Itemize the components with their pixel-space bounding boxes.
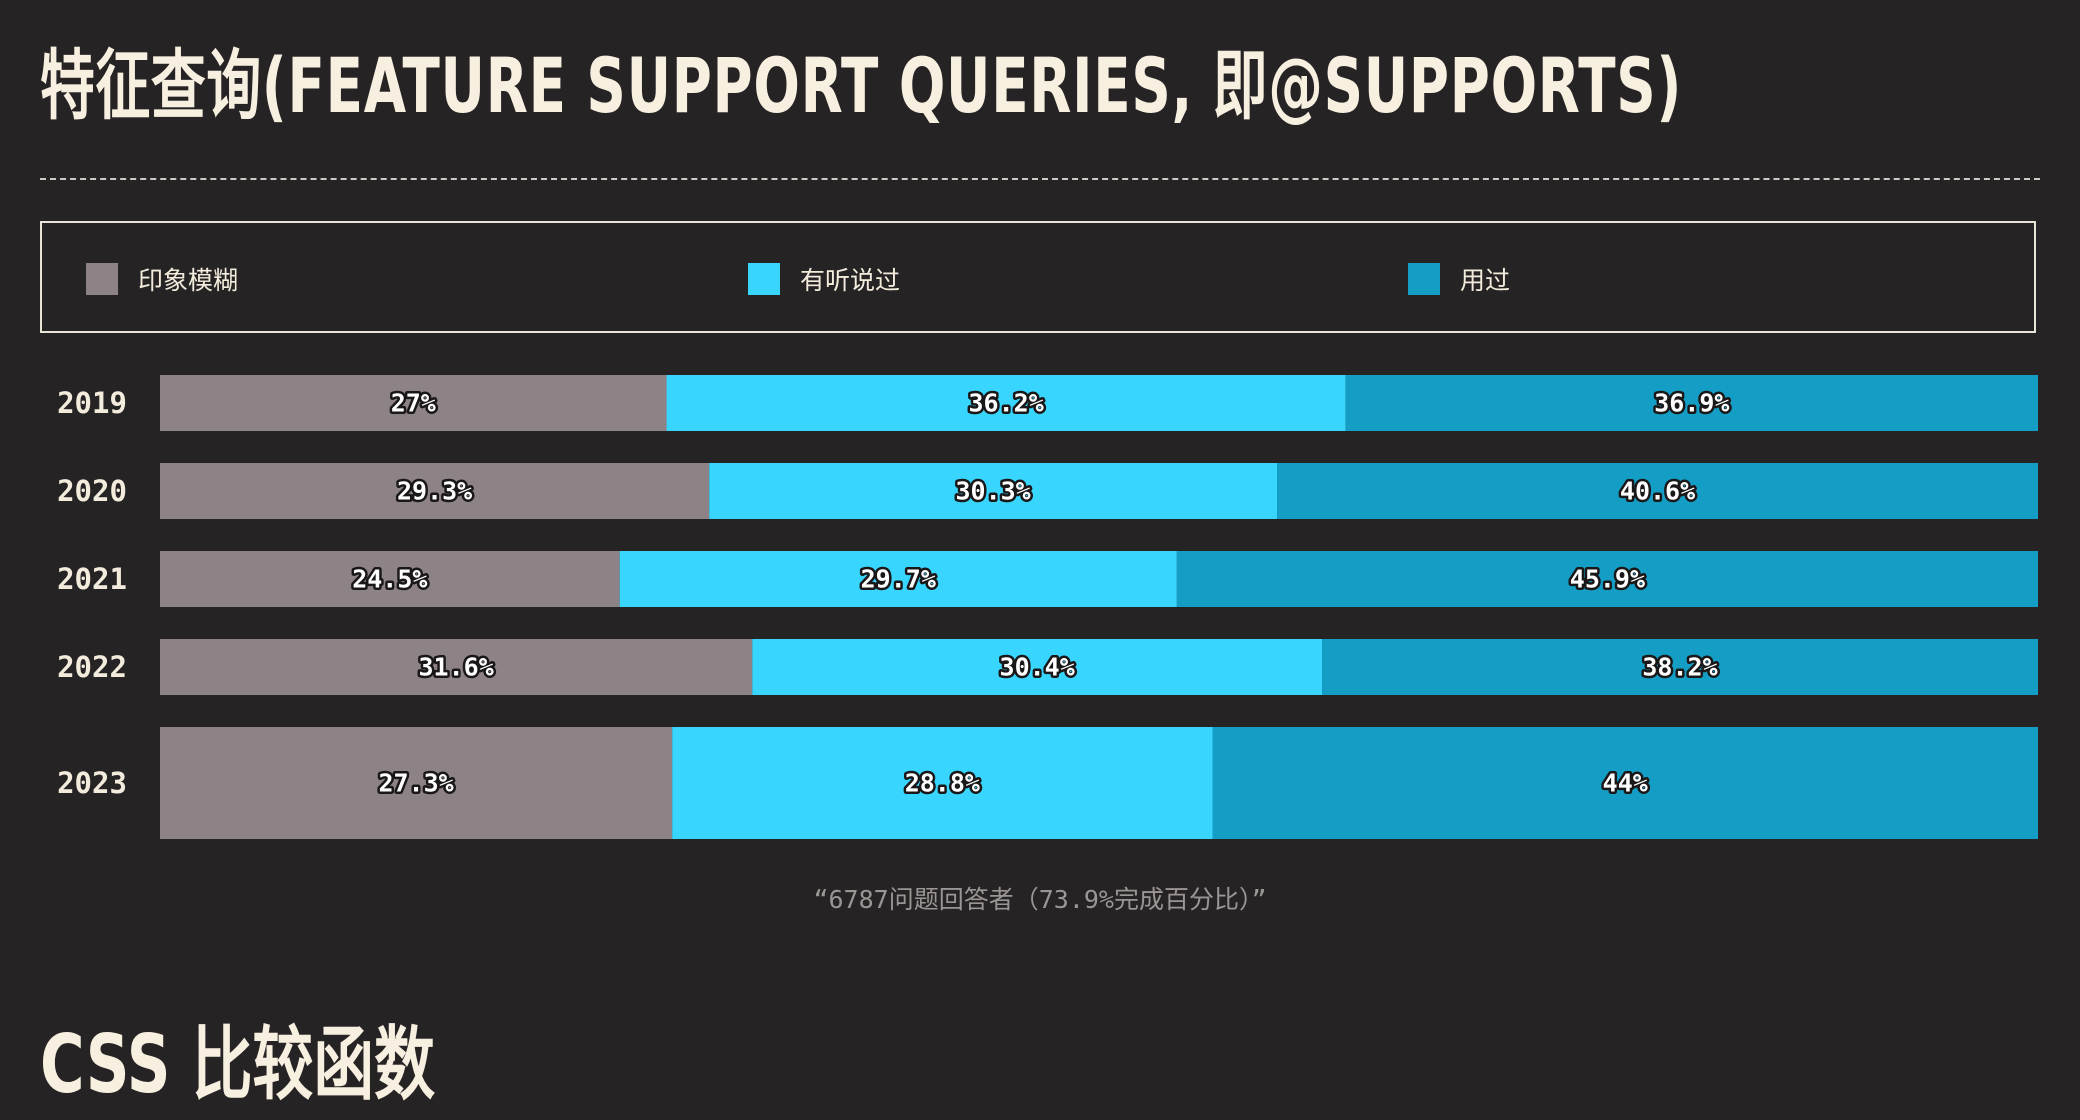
data-label-2022-vague: 31.6% (418, 653, 493, 682)
data-label-2021-heard: 29.7% (861, 565, 936, 594)
data-label-2020-vague: 29.3% (397, 477, 472, 506)
bar-segment-2019-used[interactable] (1345, 375, 2038, 431)
legend-item-heard[interactable]: 有听说过 (748, 263, 900, 295)
bar-segment-2021-vague[interactable] (160, 551, 620, 607)
respondents-note: “6787问题回答者（73.9%完成百分比）” (813, 885, 1267, 914)
legend-swatch-vague (86, 263, 118, 295)
bar-segment-2020-vague[interactable] (160, 463, 710, 519)
legend-item-vague[interactable]: 印象模糊 (86, 263, 238, 295)
y-axis-label-2022: 2022 (57, 650, 127, 684)
data-label-2019-vague: 27% (391, 389, 436, 418)
y-axis-label-2019: 2019 (57, 386, 127, 420)
data-label-2023-used: 44% (1603, 769, 1648, 798)
bar-segment-2021-heard[interactable] (619, 551, 1177, 607)
bar-segment-2022-vague[interactable] (160, 639, 753, 695)
legend-label-used: 用过 (1460, 266, 1511, 295)
page-title: 特征查询(FEATURE SUPPORT QUERIES, 即@SUPPORTS… (40, 41, 1683, 130)
legend-item-used[interactable]: 用过 (1408, 263, 1510, 295)
y-axis-label-2021: 2021 (57, 562, 127, 596)
section-divider (40, 178, 2040, 180)
data-label-2020-used: 40.6% (1620, 477, 1695, 506)
bar-segment-2022-used[interactable] (1322, 639, 2038, 695)
legend-label-heard: 有听说过 (800, 266, 901, 295)
bar-segment-2023-used[interactable] (1212, 727, 2038, 839)
data-label-2019-heard: 36.2% (968, 389, 1043, 418)
bar-segment-2019-vague[interactable] (160, 375, 667, 431)
next-section-title: CSS 比较函数 (40, 1018, 435, 1111)
bar-segment-2021-used[interactable] (1176, 551, 2038, 607)
bar-segment-2023-heard[interactable] (672, 727, 1213, 839)
stacked-bar-chart: 2019 27% 36.2% 36.9% 2020 29.3% 30.3% 40.6% 2021… (57, 375, 2038, 839)
data-label-2021-vague: 24.5% (352, 565, 427, 594)
data-label-2022-used: 38.2% (1642, 653, 1717, 682)
data-label-2020-heard: 30.3% (955, 477, 1030, 506)
data-label-2021-used: 45.9% (1570, 565, 1645, 594)
data-label-2019-used: 36.9% (1654, 389, 1729, 418)
bar-segment-2020-heard[interactable] (709, 463, 1278, 519)
legend-label-vague: 印象模糊 (138, 266, 239, 295)
data-label-2022-heard: 30.4% (1000, 653, 1075, 682)
data-label-2023-vague: 27.3% (378, 769, 453, 798)
bar-segment-2019-heard[interactable] (666, 375, 1346, 431)
data-label-2023-heard: 28.8% (905, 769, 980, 798)
chart-legend: 印象模糊 有听说过 用过 (40, 221, 2036, 333)
bar-segment-2020-used[interactable] (1277, 463, 2038, 519)
y-axis-label-2020: 2020 (57, 474, 127, 508)
bar-segment-2023-vague[interactable] (160, 727, 673, 839)
bar-segment-2022-heard[interactable] (752, 639, 1323, 695)
legend-swatch-heard (748, 263, 780, 295)
legend-swatch-used (1408, 263, 1440, 295)
y-axis-label-2023: 2023 (57, 766, 127, 800)
